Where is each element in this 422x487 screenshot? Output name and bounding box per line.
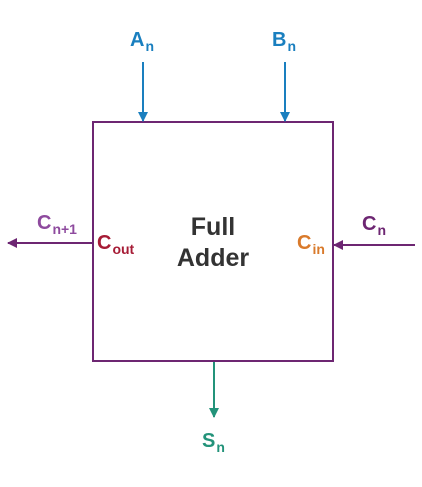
- input-b-label: Bn: [272, 29, 296, 53]
- input-a-label-sub: n: [145, 38, 155, 54]
- carry-in-signal-sub: n: [377, 222, 387, 238]
- carry-in-signal-label: Cn: [362, 213, 386, 237]
- input-b-label-base: B: [272, 29, 287, 51]
- input-b-label-sub: n: [287, 38, 297, 54]
- full-adder-title: Full Adder: [93, 212, 333, 274]
- input-a-label: An: [130, 29, 154, 53]
- carry-in-port-label: Cin: [297, 232, 325, 256]
- carry-in-port-sub: in: [312, 241, 325, 257]
- title-line-2: Adder: [176, 244, 250, 272]
- carry-out-signal-label: Cn+1: [37, 212, 77, 236]
- carry-in-signal-base: C: [362, 213, 377, 235]
- sum-output-sub: n: [216, 439, 225, 455]
- carry-out-signal-sub: n+1: [52, 221, 77, 237]
- carry-out-port-base: C: [97, 232, 112, 254]
- sum-output-base: S: [202, 430, 216, 452]
- title-line-1: Full: [190, 213, 236, 241]
- sum-output-label: Sn: [202, 430, 225, 454]
- full-adder-block: [92, 121, 334, 362]
- carry-in-port-base: C: [297, 232, 312, 254]
- carry-out-port-label: Cout: [97, 232, 134, 256]
- carry-out-signal-base: C: [37, 212, 52, 234]
- input-a-label-base: A: [130, 29, 145, 51]
- carry-out-port-sub: out: [112, 241, 135, 257]
